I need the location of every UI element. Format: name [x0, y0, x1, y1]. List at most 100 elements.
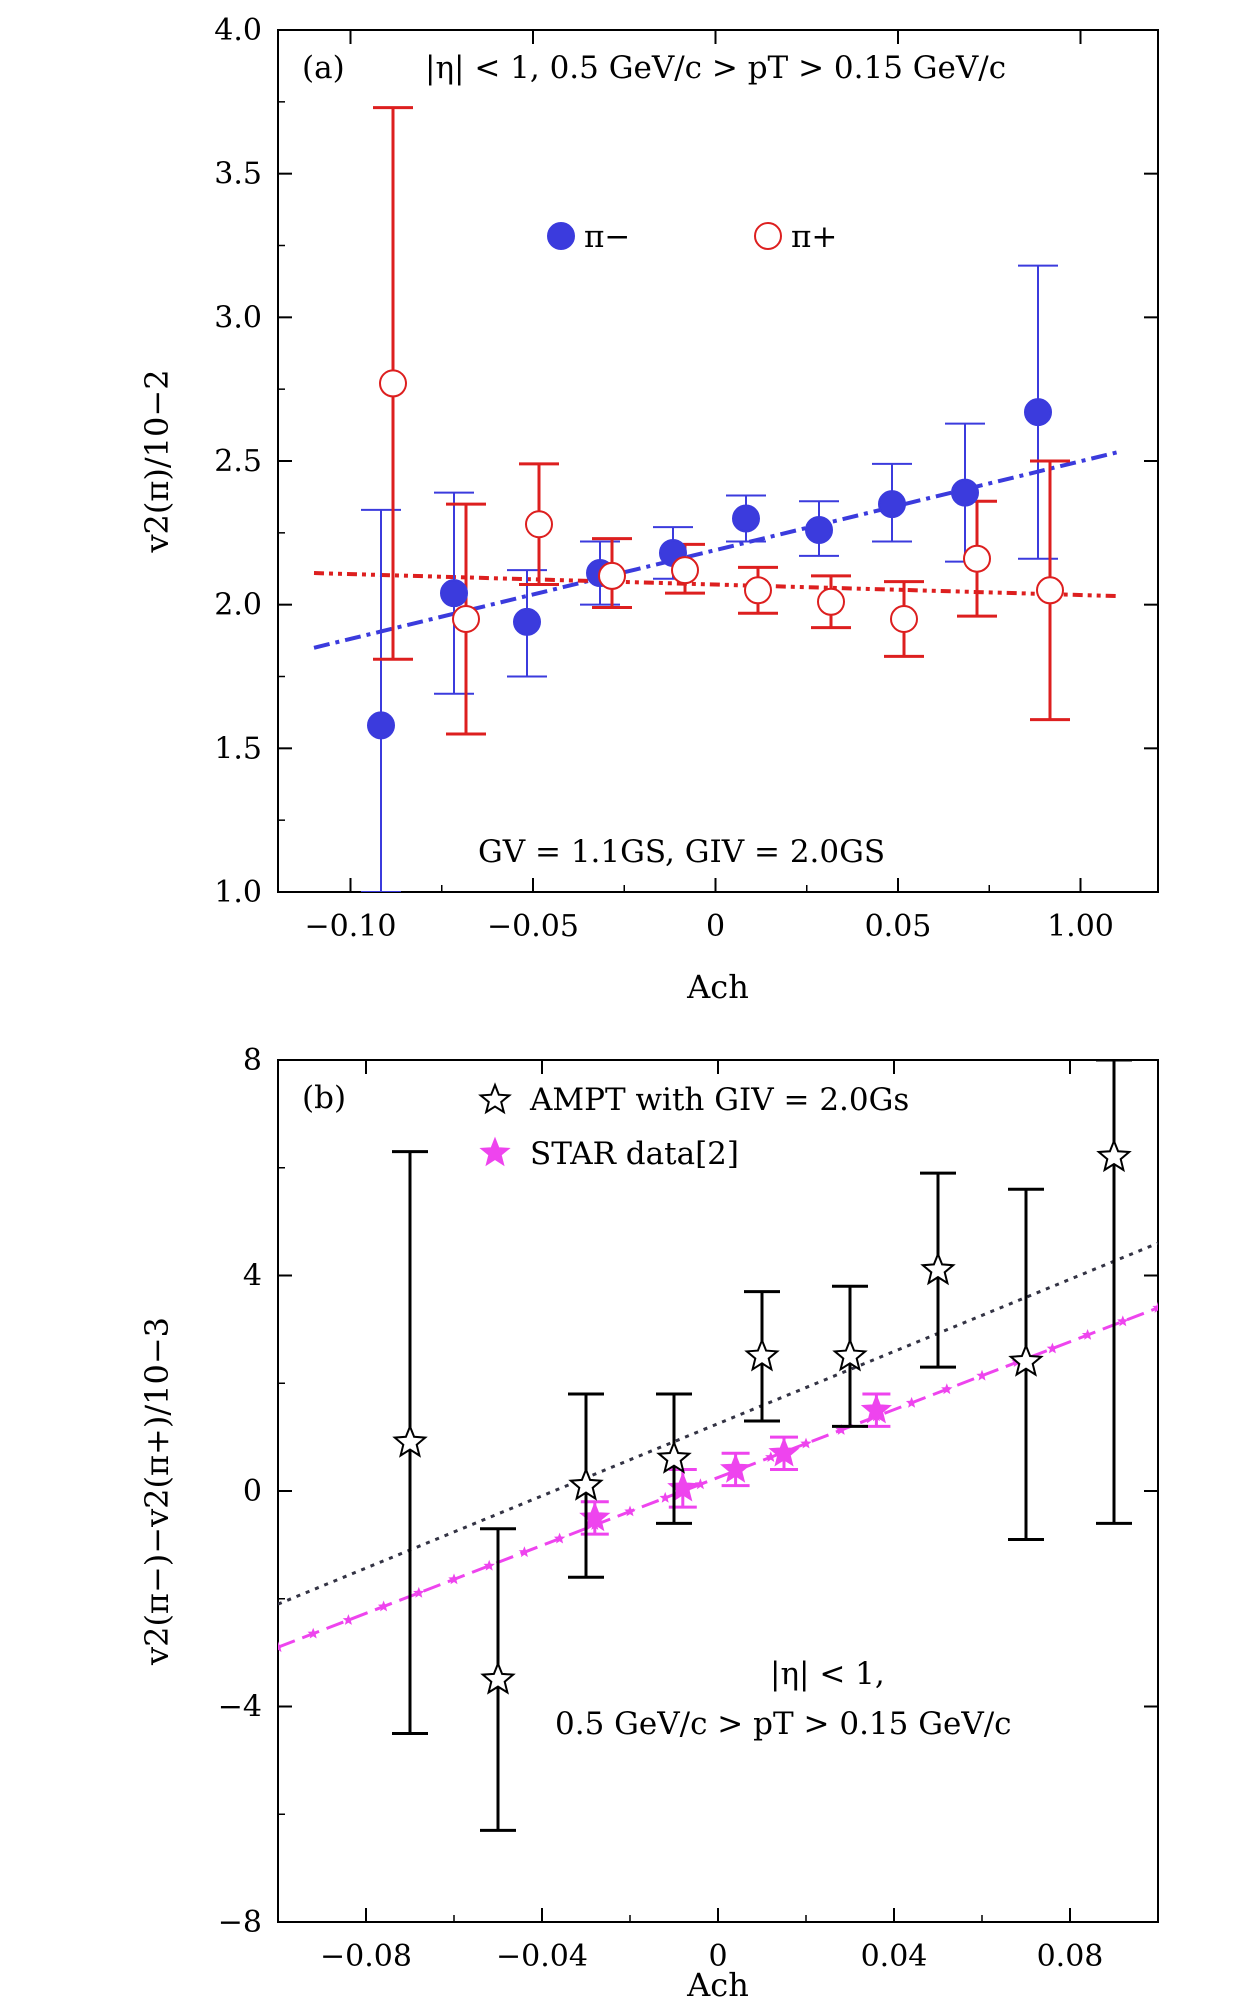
panel-b-cut-text-1: |η| < 1, [770, 1656, 885, 1692]
panel-b-x-axis-title: Ach [686, 1966, 749, 2004]
b-fit-star-marker [941, 1383, 953, 1395]
legend-label-ampt: AMPT with GIV = 2.0Gs [529, 1082, 909, 1118]
a-y-tick-label: 2.0 [214, 588, 262, 623]
b-fit-star-marker [624, 1505, 636, 1517]
b-point-ampt [392, 1423, 428, 1458]
panel-a-plot-area [313, 106, 1118, 892]
a-y-tick-label: 3.5 [214, 157, 262, 192]
a-y-tick-label: 1.5 [214, 731, 262, 766]
a-point-pi-minus [732, 504, 760, 533]
a-point-pi-plus [1036, 576, 1064, 605]
a-fit-line-pi-minus [313, 450, 1118, 650]
legend-label-pi-plus: π+ [791, 219, 837, 255]
b-point-star-data [719, 1453, 752, 1483]
panel-a-param-text: GV = 1.1GS, GIV = 2.0GS [478, 834, 885, 870]
a-point-pi-plus [598, 561, 626, 590]
a-point-pi-minus [878, 490, 906, 519]
b-fit-line-ampt [278, 1241, 1158, 1606]
panel-a-y-axis-title: v2(π)/10−2 [138, 369, 176, 553]
a-x-tick-label: −0.10 [305, 909, 397, 944]
panel-b: (b) AMPT with GIV = 2.0Gs STAR data[2] |… [138, 1043, 1159, 2004]
b-fit-star-marker [1046, 1342, 1059, 1354]
b-fit-star-marker [413, 1586, 425, 1598]
legend-marker-pi-plus [754, 222, 782, 250]
panel-a-frame [277, 29, 1159, 893]
a-y-tick-label: 3.0 [214, 300, 262, 335]
panel-b-ticks [277, 1059, 1159, 1923]
b-y-tick-label: 8 [243, 1043, 262, 1078]
a-point-pi-minus [805, 515, 833, 544]
b-x-tick-label: 0.04 [861, 1939, 928, 1974]
a-point-pi-plus [963, 544, 991, 573]
a-point-pi-minus [1024, 398, 1052, 427]
a-point-pi-plus [525, 510, 553, 539]
legend-label-star: STAR data[2] [530, 1136, 739, 1172]
b-fit-star-marker [800, 1437, 812, 1449]
a-point-pi-plus [379, 369, 407, 398]
a-y-tick-label: 4.0 [214, 13, 262, 48]
b-point-ampt [1096, 1138, 1132, 1173]
b-point-ampt [656, 1439, 692, 1474]
b-x-tick-label: 0.08 [1037, 1939, 1104, 1974]
a-x-tick-label: 0.05 [865, 909, 932, 944]
b-point-ampt [744, 1337, 780, 1372]
b-y-tick-label: 4 [243, 1259, 262, 1294]
a-point-pi-minus [367, 711, 395, 740]
panel-b-cut-text-2: 0.5 GeV/c > pT > 0.15 GeV/c [555, 1706, 1012, 1742]
panel-b-y-axis-title: v2(π−)−v2(π+)/10−3 [138, 1317, 176, 1666]
a-point-pi-plus [744, 576, 772, 605]
legend-marker-ampt-star [478, 1082, 512, 1115]
a-point-pi-plus [452, 605, 480, 634]
panel-a-cut-text: |η| < 1, 0.5 GeV/c > pT > 0.15 GeV/c [425, 50, 1006, 86]
a-point-pi-plus [890, 605, 918, 634]
a-x-tick-label: 0 [706, 909, 725, 944]
b-fit-line-star [278, 1306, 1158, 1649]
b-fit-star-marker [483, 1559, 495, 1571]
panel-b-label: (b) [302, 1080, 346, 1116]
panel-b-legend [478, 1082, 512, 1167]
legend-marker-star-data [479, 1136, 511, 1167]
b-point-ampt [568, 1466, 604, 1501]
b-fit-star-marker [976, 1369, 988, 1381]
b-point-star-data [579, 1501, 611, 1532]
b-point-ampt [832, 1337, 868, 1372]
panel-a-ticks [278, 29, 1158, 893]
b-fit-star-marker [1117, 1315, 1129, 1327]
b-fit-star-marker [278, 1641, 284, 1653]
b-x-tick-label: −0.08 [320, 1939, 412, 1974]
b-x-tick-label: −0.04 [496, 1939, 588, 1974]
panel-b-plot-area [278, 1060, 1158, 1832]
panel-b-y-tick-labels: −8 −4 0 4 8 [218, 1043, 262, 1940]
b-fit-star-marker [518, 1546, 531, 1558]
a-point-pi-minus [951, 478, 979, 507]
panel-a-x-tick-labels: −0.10 −0.05 0 0.05 1.00 [305, 909, 1114, 944]
a-point-pi-minus [513, 607, 541, 636]
a-fit-line-pi-plus [313, 571, 1118, 599]
legend-marker-pi-minus [547, 222, 575, 250]
b-point-ampt [480, 1660, 516, 1695]
b-point-star-data [667, 1471, 699, 1502]
b-fit-star-marker [765, 1451, 777, 1462]
b-x-tick-label: 0 [708, 1939, 727, 1974]
a-x-tick-label: −0.05 [487, 909, 579, 944]
a-x-tick-label: 1.00 [1047, 909, 1114, 944]
b-fit-star-marker [835, 1424, 847, 1435]
panel-b-x-tick-labels: −0.08 −0.04 0 0.04 0.08 [320, 1939, 1103, 1974]
b-point-star-data [860, 1393, 893, 1424]
b-fit-star-marker [1152, 1301, 1158, 1313]
b-y-tick-label: −8 [218, 1905, 262, 1940]
panel-a-x-axis-title: Ach [686, 968, 749, 1006]
legend-label-pi-minus: π− [584, 219, 630, 255]
a-point-pi-minus [440, 579, 468, 608]
panel-a-label: (a) [302, 50, 345, 86]
a-y-tick-label: 1.0 [214, 875, 262, 910]
panel-a: (a) |η| < 1, 0.5 GeV/c > pT > 0.15 GeV/c… [138, 13, 1159, 1006]
b-fit-star-marker [905, 1396, 918, 1408]
b-fit-star-marker [448, 1573, 460, 1585]
b-y-tick-label: 0 [243, 1474, 262, 1509]
a-point-pi-plus [817, 587, 845, 616]
a-y-tick-label: 2.5 [214, 444, 262, 479]
a-point-pi-plus [671, 556, 699, 585]
b-fit-star-marker [659, 1491, 671, 1503]
